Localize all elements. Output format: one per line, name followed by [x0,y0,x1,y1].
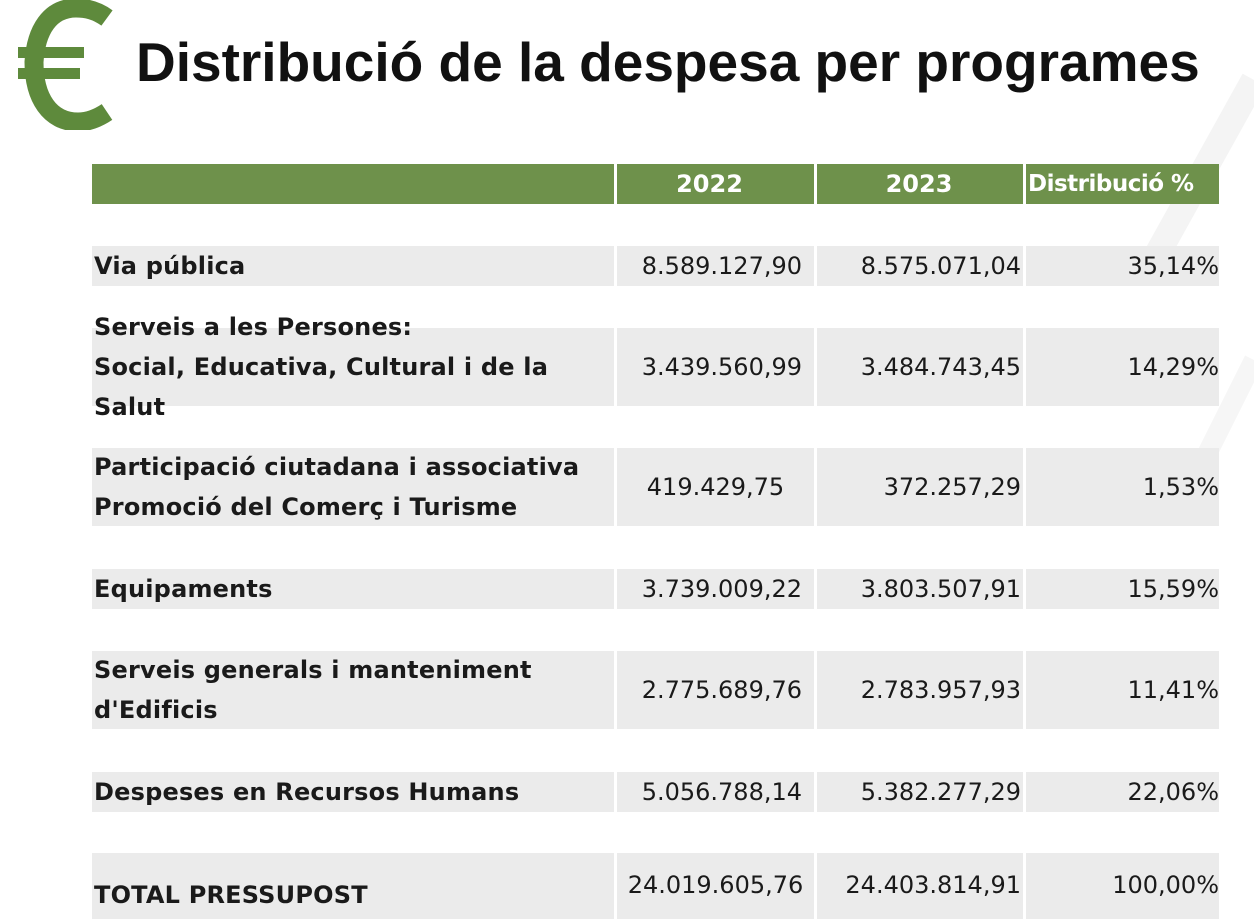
row-value-pct: 14,29% [1026,328,1219,406]
total-value-2023: 24.403.814,91 [817,853,1023,919]
total-value-pct: 100,00% [1026,853,1219,919]
row-label: Equipaments [92,569,614,609]
row-value-2023: 372.257,29 [817,448,1023,526]
page-title: Distribució de la despesa per programes [136,31,1200,93]
row-value-2022: 8.589.127,90 [617,246,814,286]
row-value-2023: 2.783.957,93 [817,651,1023,729]
row-label: Participació ciutadana i associativa Pro… [92,448,614,526]
row-value-2023: 3.484.743,45 [817,328,1023,406]
euro-icon [18,0,113,130]
row-value-pct: 1,53% [1026,448,1219,526]
row-value-2022: 419.429,75 [617,448,814,526]
table-row: Serveis generals i manteniment d'Edifici… [92,651,1219,729]
row-label: Via pública [92,246,614,286]
table-row: Via pública 8.589.127,90 8.575.071,04 35… [92,246,1219,286]
row-value-2022: 3.439.560,99 [617,328,814,406]
table-row: Despeses en Recursos Humans 5.056.788,14… [92,772,1219,812]
header-cell-2022: 2022 [617,164,814,204]
row-value-2022: 3.739.009,22 [617,569,814,609]
row-value-pct: 15,59% [1026,569,1219,609]
header-cell-distribution: Distribució % [1026,164,1219,204]
row-value-2022: 5.056.788,14 [617,772,814,812]
total-label: TOTAL PRESSUPOST [92,853,614,919]
row-value-pct: 35,14% [1026,246,1219,286]
table-header-row: 2022 2023 Distribució % [92,164,1219,204]
table-row: Equipaments 3.739.009,22 3.803.507,91 15… [92,569,1219,609]
total-value-2022: 24.019.605,76 [617,853,814,919]
table-row: Participació ciutadana i associativa Pro… [92,448,1219,526]
row-value-2022: 2.775.689,76 [617,651,814,729]
row-value-2023: 8.575.071,04 [817,246,1023,286]
row-label: Despeses en Recursos Humans [92,772,614,812]
header-cell-2023: 2023 [817,164,1023,204]
table-total-row: TOTAL PRESSUPOST 24.019.605,76 24.403.81… [92,853,1219,919]
table-row: Serveis a les Persones: Social, Educativ… [92,313,1219,421]
row-value-pct: 22,06% [1026,772,1219,812]
row-value-pct: 11,41% [1026,651,1219,729]
header-cell-label [92,164,614,204]
row-label: Serveis generals i manteniment d'Edifici… [92,651,614,729]
row-value-2023: 3.803.507,91 [817,569,1023,609]
row-value-2023: 5.382.277,29 [817,772,1023,812]
row-label: Serveis a les Persones: Social, Educativ… [92,313,614,421]
